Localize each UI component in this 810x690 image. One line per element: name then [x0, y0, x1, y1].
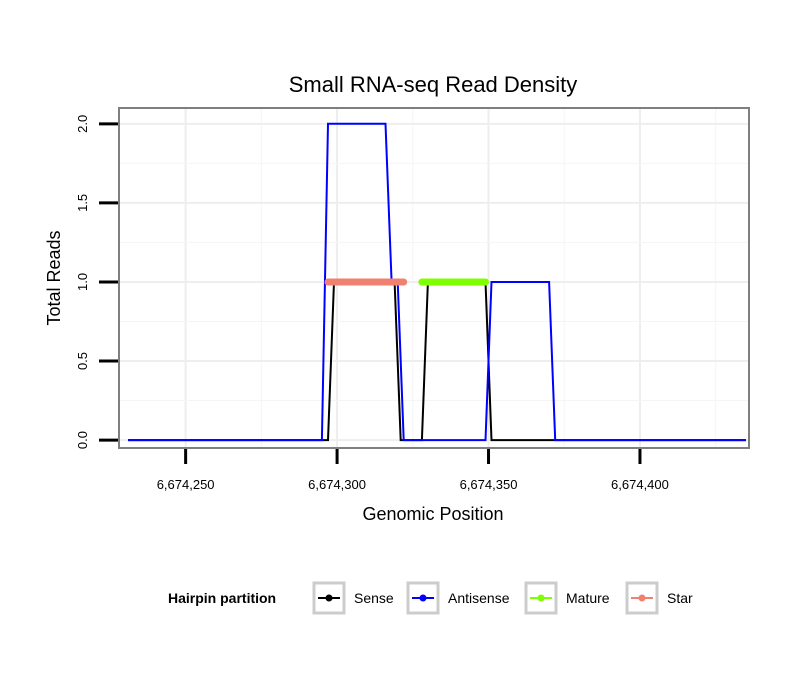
x-axis: 6,674,250 6,674,300 6,674,350 6,674,400 [157, 449, 669, 492]
y-tick-label: 0.5 [75, 352, 90, 370]
legend-title: Hairpin partition [168, 590, 276, 606]
legend: Hairpin partition Sense Antisense Mature St… [168, 581, 693, 615]
legend-label: Sense [354, 590, 394, 606]
legend-item-star: Star [625, 581, 693, 615]
y-tick-label: 1.0 [75, 273, 90, 291]
legend-key-point [419, 594, 427, 602]
legend-key-point [537, 594, 545, 602]
y-axis: 0.0 0.5 1.0 1.5 2.0 [75, 115, 118, 449]
legend-item-antisense: Antisense [406, 581, 510, 615]
x-tick-label: 6,674,300 [308, 477, 366, 492]
x-tick-label: 6,674,350 [460, 477, 518, 492]
series-line-antisense [128, 122, 746, 442]
legend-label: Mature [566, 590, 610, 606]
chart-title: Small RNA-seq Read Density [289, 72, 578, 97]
legend-key-point [638, 594, 646, 602]
plot-panel-background [119, 108, 749, 448]
y-tick-label: 1.5 [75, 194, 90, 212]
legend-key-point [325, 594, 333, 602]
y-tick-label: 0.0 [75, 431, 90, 449]
plot-panel-border [118, 107, 750, 449]
x-tick-label: 6,674,250 [157, 477, 215, 492]
y-axis-title: Total Reads [44, 230, 64, 325]
x-tick-label: 6,674,400 [611, 477, 669, 492]
legend-item-sense: Sense [312, 581, 394, 615]
x-axis-title: Genomic Position [362, 504, 503, 524]
y-tick-label: 2.0 [75, 115, 90, 133]
legend-label: Antisense [448, 590, 510, 606]
legend-label: Star [667, 590, 693, 606]
legend-item-mature: Mature [524, 581, 610, 615]
data-series [128, 122, 746, 442]
